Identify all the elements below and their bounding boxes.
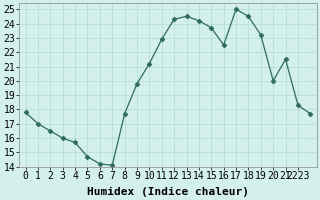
X-axis label: Humidex (Indice chaleur): Humidex (Indice chaleur) [87,186,249,197]
